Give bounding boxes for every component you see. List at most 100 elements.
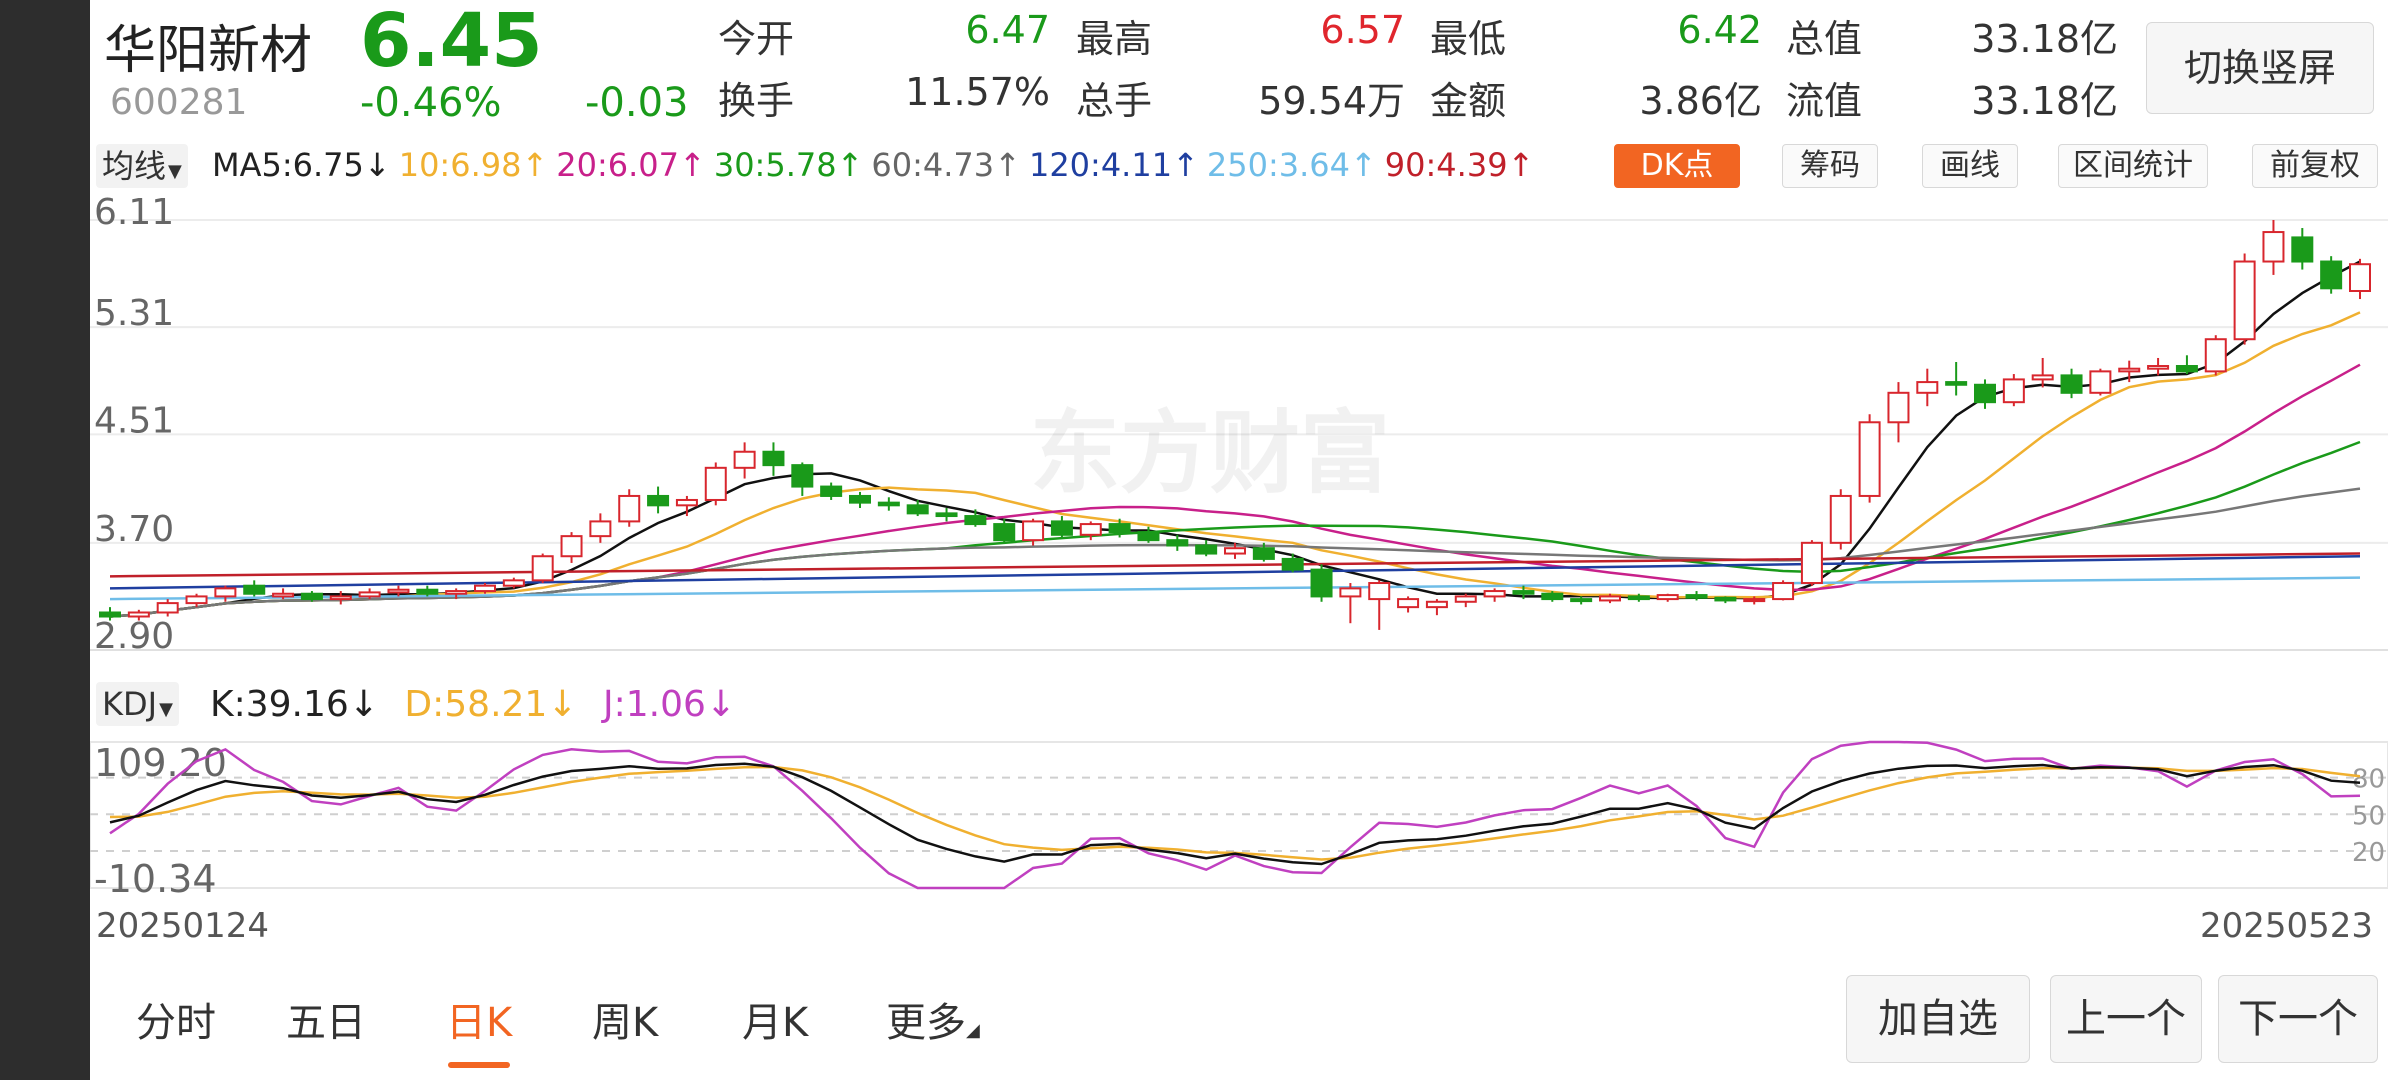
candle-body [300,592,323,601]
kdj-j-line [109,740,2361,890]
stock-code: 600281 [110,82,248,123]
quote-label: 流值 [1786,79,1863,123]
kdj-level-label: 80 [2352,765,2385,795]
candle-body [2262,231,2285,263]
price-axis-label: 4.51 [94,400,174,441]
chevron-down-icon: ▼ [159,699,173,720]
kdj-frame [90,741,2388,889]
candle-body [502,579,525,587]
candle-body [1195,544,1218,555]
ma-item: 90:4.39↑ [1384,146,1535,184]
tab-five-day[interactable]: 五日 [286,1000,366,1046]
candle-body [906,504,929,515]
ma-selector[interactable]: 均线 ▼ [96,144,188,188]
candle-body [2175,365,2198,373]
kdj-level-label: 20 [2352,838,2385,868]
candle-body [1397,598,1420,609]
candle-body [1772,582,1795,601]
candle-body [618,494,641,523]
candle-body [1685,594,1708,599]
quote-value: 6.47 [965,8,1050,52]
candle-body [1887,391,1910,424]
price-axis-label: 6.11 [94,192,174,233]
add-favorite-button[interactable]: 加自选 [1846,975,2030,1063]
candle-body [1945,381,1968,386]
previous-button[interactable]: 上一个 [2050,975,2202,1063]
candle-body [2089,370,2112,394]
candle-body [1627,595,1650,601]
candle-body [1656,594,1679,601]
candle-body [1310,568,1333,598]
candle-body [2349,263,2371,292]
corner-triangle-icon: ◢ [966,1020,980,1041]
ma-item: 60:4.73↑ [871,146,1021,184]
candle-body [1137,531,1160,542]
candle-body [675,498,698,507]
candle-body [704,466,727,501]
quote-label: 换手 [718,79,795,123]
candle-body [1714,596,1737,602]
kdj-values: K:39.16↓ D:58.21↓ J:1.06↓ [210,684,736,725]
ma-item: 20:6.07↑ [556,146,706,184]
ma-item: 10:6.98↑ [398,146,549,184]
candle-body [1050,520,1073,536]
active-tab-underline [448,1062,510,1068]
tab-weekly-k[interactable]: 周K [592,1000,659,1046]
kline-chart[interactable]: 6.115.314.513.702.90 [90,190,2388,670]
quote-value: 3.86亿 [1639,79,1762,123]
candle-body [589,520,612,538]
quote-label: 最低 [1430,17,1507,61]
draw-line-button[interactable]: 画线 [1922,144,2018,188]
kdj-axis-top: 109.20 [94,741,227,785]
quote-label: 金额 [1430,79,1507,123]
candle-body [849,494,871,504]
candle-body [416,588,439,595]
candle-body [1425,600,1448,609]
candle-body [877,501,900,507]
kdj-selector[interactable]: KDJ ▼ [96,682,179,726]
candle-body [2320,260,2343,290]
watermark: 东方财富 [1030,401,1390,506]
quote-value: 6.57 [1320,8,1405,52]
stock-name: 华阳新材 [104,21,313,81]
stock-price: 6.45 [360,0,543,84]
price-axis-label: 5.31 [94,293,174,334]
candle-body [1339,587,1362,598]
candle-body [1166,539,1189,547]
ma-long-line [109,552,2361,578]
candle-body [1858,421,1881,497]
candle-body [1541,592,1564,601]
kdj-k: K:39.16↓ [210,684,379,725]
switch-portrait-button[interactable]: 切换竖屏 [2146,22,2374,114]
candle-body [1281,557,1304,571]
kdj-chart[interactable]: 80 50 20 109.20 -10.34 [90,730,2388,900]
candle-body [531,555,554,582]
candle-body [1599,595,1621,602]
candle-body [1829,494,1852,544]
candle-body [993,523,1016,542]
chips-button[interactable]: 筹码 [1782,144,1878,188]
tab-more[interactable]: 更多◢ [886,990,980,1048]
candle-body [2291,236,2314,263]
tab-monthly-k[interactable]: 月K [742,1000,809,1046]
date-end: 20250523 [2200,906,2374,946]
tab-daily-k[interactable]: 日K [446,1000,513,1046]
candle-body [2031,374,2054,381]
interval-stats-button[interactable]: 区间统计 [2058,144,2208,188]
quote-label: 总手 [1076,79,1153,123]
candle-body [733,450,756,469]
candle-body [2233,260,2256,341]
candle-body [272,592,295,598]
forward-adjust-button[interactable]: 前复权 [2252,144,2378,188]
dk-point-button[interactable]: DK点 [1614,144,1740,188]
candle-body [185,595,208,605]
candle-body [358,591,381,598]
tab-intraday[interactable]: 分时 [136,1000,216,1046]
ma-item: 120:4.11↑ [1028,146,1199,184]
candle-body [474,584,496,593]
dk-point-label: DK点 [1640,148,1714,183]
quote-label: 总值 [1786,17,1863,61]
candle-body [2147,365,2170,370]
candle-body [1570,598,1593,603]
next-button[interactable]: 下一个 [2218,975,2378,1063]
